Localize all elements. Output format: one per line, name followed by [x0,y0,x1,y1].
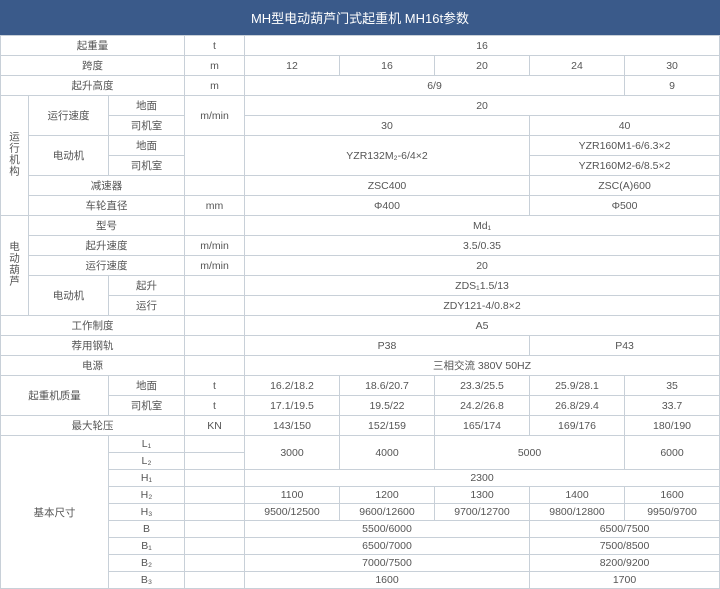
spec-table: 起重量 t 16 跨度 m 1216202430 起升高度 m 6/9 9 运行… [0,35,720,589]
table-row: H₂ 11001200130014001600 [1,487,720,504]
table-row: B₂ 7000/75008200/9200 [1,555,720,572]
table-row: H₁ 2300 [1,470,720,487]
group-run: 运行机构 [1,96,29,216]
group-dim: 基本尺寸 [1,436,109,589]
table-row: H₃ 9500/125009600/126009700/127009800/12… [1,504,720,521]
table-row: 电动葫芦 型号 Md₁ [1,216,720,236]
table-row: 起升速度 m/min 3.5/0.35 [1,236,720,256]
table-row: 运行速度 m/min 20 [1,256,720,276]
table-row: 工作制度 A5 [1,316,720,336]
table-row: B₁ 6500/70007500/8500 [1,538,720,555]
table-row: 司机室 30 40 [1,116,720,136]
table-row: 最大轮压 KN 143/150152/159165/174169/176180/… [1,416,720,436]
table-row: 电源 三相交流 380V 50HZ [1,356,720,376]
table-row: 跨度 m 1216202430 [1,56,720,76]
group-hoist: 电动葫芦 [1,216,29,316]
table-row: 司机室t 17.1/19.519.5/2224.2/26.826.8/29.43… [1,396,720,416]
label-lifting-cap: 起重量 [1,36,185,56]
table-row: 基本尺寸 L₁ 3000400050006000 [1,436,720,453]
val: 16 [245,36,720,56]
table-row: B₃ 16001700 [1,572,720,589]
table-row: B 5500/60006500/7500 [1,521,720,538]
table-row: 电动机 地面 YZR132M₂-6/4×2 YZR160M1-6/6.3×2 [1,136,720,156]
table-row: 运行机构 运行速度 地面 m/min 20 [1,96,720,116]
table-row: 电动机 起升 ZDS₁1.5/13 [1,276,720,296]
table-row: 减速器 ZSC400 ZSC(A)600 [1,176,720,196]
table-row: 运行 ZDY121-4/0.8×2 [1,296,720,316]
unit: t [185,36,245,56]
page-title: MH型电动葫芦门式起重机 MH16t参数 [0,0,720,35]
table-row: 荐用钢轨 P38 P43 [1,336,720,356]
table-row: 起重机质量 地面t 16.2/18.218.6/20.723.3/25.525.… [1,376,720,396]
table-row: 起重量 t 16 [1,36,720,56]
table-row: 车轮直径 mm Φ400 Φ500 [1,196,720,216]
table-row: 起升高度 m 6/9 9 [1,76,720,96]
